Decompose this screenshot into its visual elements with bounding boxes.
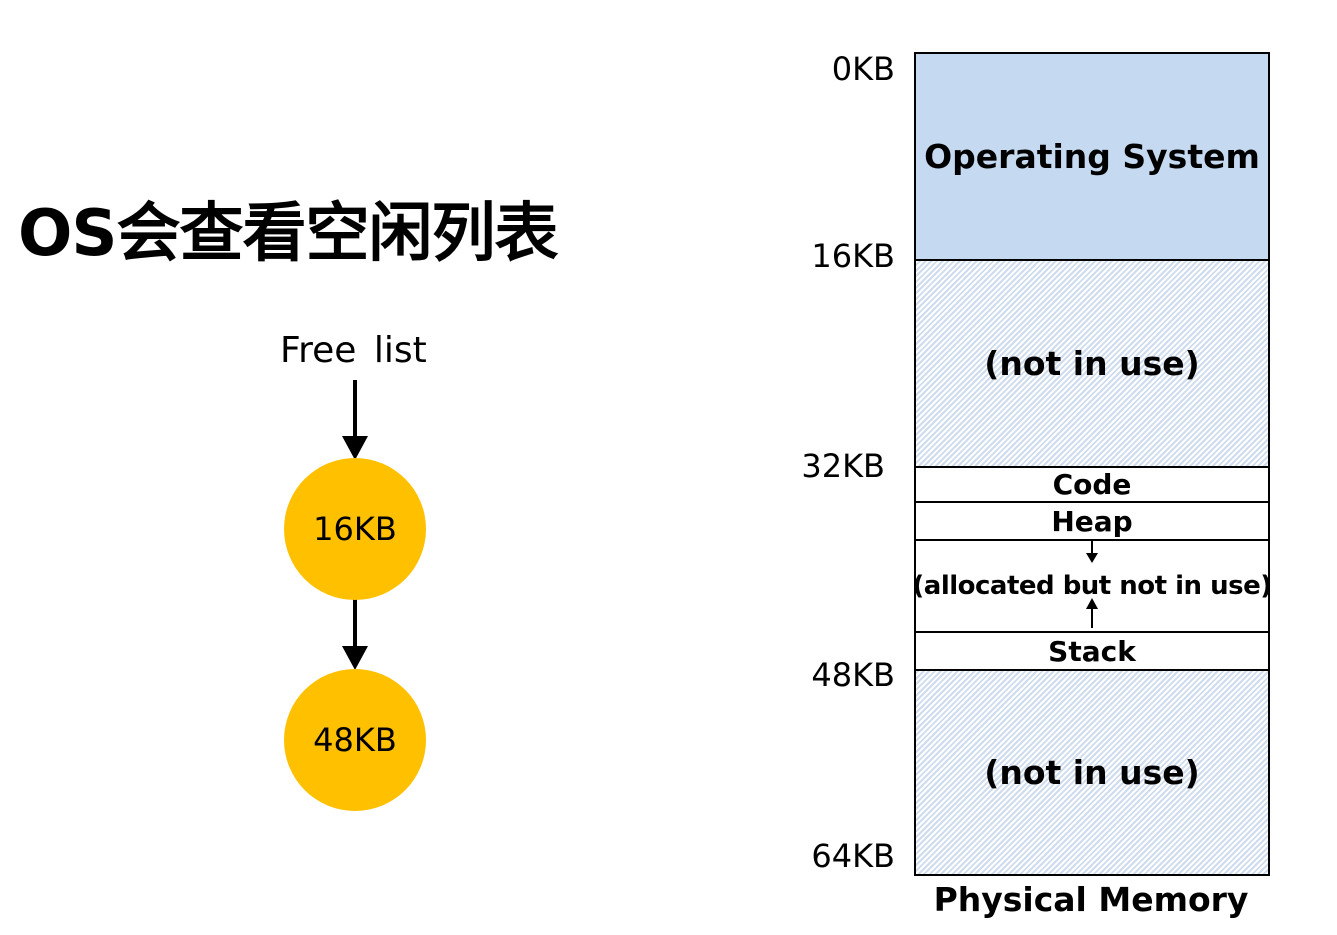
address-label-16kb: 16KB	[811, 237, 895, 275]
stack-growth-arrow	[1086, 598, 1098, 628]
segment-stack: Stack	[916, 633, 1268, 671]
free-list-node-16kb: 16KB	[284, 458, 426, 600]
segment-operating-system: Operating System	[916, 54, 1268, 261]
segment-free-48-64: (not in use)	[916, 671, 1268, 874]
address-label-32kb: 32KB	[801, 447, 885, 485]
free-list-label: Free list	[280, 330, 427, 371]
segment-free-16-32: (not in use)	[916, 261, 1268, 468]
arrow-node1-to-node2	[342, 598, 368, 670]
address-label-0kb: 0KB	[831, 50, 895, 88]
segment-heap: Heap	[916, 503, 1268, 541]
free-list-node-48kb: 48KB	[284, 669, 426, 811]
heap-growth-arrow	[1086, 540, 1098, 563]
arrow-head-to-node1	[342, 380, 368, 460]
physical-memory-block: Operating System (not in use) Code Heap …	[912, 52, 1272, 876]
slide-title: OS会查看空闲列表	[18, 197, 558, 271]
physical-memory-label: Physical Memory	[933, 880, 1249, 919]
address-label-64kb: 64KB	[811, 837, 895, 875]
segment-allocated-unused: (allocated but not in use)	[912, 541, 1272, 633]
address-label-48kb: 48KB	[811, 656, 895, 694]
segment-code: Code	[916, 468, 1268, 503]
